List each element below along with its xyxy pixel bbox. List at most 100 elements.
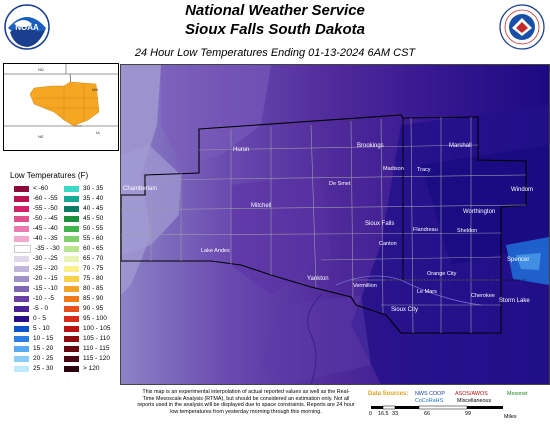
legend-entry: 115 - 120 (64, 354, 110, 364)
scale-tick: 99 (465, 411, 471, 417)
legend-label: -25 - -20 (33, 265, 58, 272)
city-label: Sioux City (391, 307, 419, 313)
legend-entry: -40 - -35 (14, 234, 60, 244)
legend-swatch (14, 256, 29, 262)
legend-label: 80 - 85 (83, 285, 104, 292)
data-source-nws-coop: NWS COOP (415, 391, 445, 397)
data-source-misc: Miscellaneous (457, 398, 492, 404)
city-label: De Smet (329, 181, 351, 187)
map-subtitle: 24 Hour Low Temperatures Ending 01-13-20… (134, 47, 416, 59)
legend-label: -15 - -10 (33, 285, 58, 292)
city-label: Worthington (463, 209, 496, 215)
legend-swatch (14, 236, 29, 242)
legend-entry: 10 - 15 (14, 334, 60, 344)
scale-tick: 16.5 (378, 411, 389, 417)
legend-title: Low Temperatures (F) (10, 171, 89, 180)
legend-swatch (64, 206, 79, 212)
scale-tick: 66 (424, 411, 430, 417)
legend-entry: -60 - -55 (14, 194, 60, 204)
legend-entry: > 120 (64, 364, 110, 374)
locator-inset-map: ND MN NE IA (3, 63, 119, 151)
legend-swatch (14, 346, 29, 352)
city-label: Lake Andes (201, 248, 230, 254)
legend-entry: -50 - -45 (14, 214, 60, 224)
legend-swatch (14, 196, 29, 202)
legend-label: -60 - -55 (33, 195, 58, 202)
legend-swatch (64, 366, 79, 372)
legend-entry: 85 - 90 (64, 294, 110, 304)
noaa-logo-icon: NOAA (4, 4, 50, 50)
legend-swatch (64, 276, 79, 282)
city-label: Windom (511, 187, 534, 193)
legend-label: 15 - 20 (33, 345, 54, 352)
city-label: Chamberlain (123, 186, 158, 192)
legend-entry: -55 - -50 (14, 204, 60, 214)
legend-entry: 30 - 35 (64, 184, 110, 194)
legend-column-1: < -60 -60 - -55 -55 - -50 -50 - -45 -45 - -4… (14, 184, 60, 374)
legend-entry: -25 - -20 (14, 264, 60, 274)
city-label: Marshall (449, 143, 472, 149)
city-label: Sheldon (457, 228, 478, 234)
legend-label: 115 - 120 (83, 355, 110, 362)
legend-label: 10 - 15 (33, 335, 54, 342)
legend-entry: < -60 (14, 184, 60, 194)
legend-entry: 90 - 95 (64, 304, 110, 314)
legend-swatch (64, 216, 79, 222)
data-source-asos-awos: ASOS/AWOS (455, 391, 488, 397)
legend-label: 45 - 50 (83, 215, 104, 222)
city-label: Madison (383, 166, 404, 172)
legend-swatch (64, 256, 79, 262)
city-label: Vermillion (353, 283, 377, 289)
legend-label: 55 - 60 (83, 235, 104, 242)
legend-swatch (14, 356, 29, 362)
city-label: Flandreau (413, 227, 438, 233)
legend-entry: 35 - 40 (64, 194, 110, 204)
legend-entry: -5 - 0 (14, 304, 60, 314)
legend-entry: -45 - -40 (14, 224, 60, 234)
legend-swatch (14, 245, 31, 253)
legend-entry: 70 - 75 (64, 264, 110, 274)
data-source-cocorahs: CoCoRaHS (415, 398, 444, 404)
legend-swatch (14, 296, 29, 302)
legend-swatch (64, 356, 79, 362)
legend-swatch (14, 226, 29, 232)
city-label: Huron (233, 147, 250, 153)
legend-swatch (64, 236, 79, 242)
legend-label: 100 - 105 (83, 325, 111, 332)
legend-swatch (64, 246, 79, 252)
legend-swatch (14, 276, 29, 282)
legend-label: -30 - -25 (33, 255, 58, 262)
legend-entry: 55 - 60 (64, 234, 110, 244)
legend-entry: 5 - 10 (14, 324, 60, 334)
legend-label: 20 - 25 (33, 355, 54, 362)
legend-entry: 25 - 30 (14, 364, 60, 374)
legend-label: 85 - 90 (83, 295, 104, 302)
legend-entry: 75 - 80 (64, 274, 110, 284)
legend-entry: 45 - 50 (64, 214, 110, 224)
legend-swatch (14, 306, 29, 312)
legend-entry: 100 - 105 (64, 324, 110, 334)
city-label: Mitchell (251, 203, 272, 209)
temperature-map: Huron Brookings Marshall Chamberlain Mit… (120, 64, 550, 385)
legend-swatch (64, 316, 79, 322)
legend-swatch (14, 326, 29, 332)
inset-label-ne: NE (38, 134, 44, 139)
legend-label: 40 - 45 (83, 205, 104, 212)
scale-tick: 33 (392, 411, 398, 417)
legend-swatch (14, 206, 29, 212)
city-label: Cherokee (471, 293, 495, 299)
legend-swatch (14, 266, 29, 272)
legend-swatch (64, 286, 79, 292)
data-sources-label: Data Sources: (368, 391, 409, 397)
legend-label: 5 - 10 (33, 325, 50, 332)
legend-entry: 50 - 55 (64, 224, 110, 234)
city-label: Orange City (427, 271, 457, 277)
legend-label: 25 - 30 (33, 365, 54, 372)
legend-label: 0 - 5 (33, 315, 47, 322)
legend-label: < -60 (33, 185, 48, 192)
legend-entry: 60 - 65 (64, 244, 110, 254)
legend-swatch (64, 346, 79, 352)
legend-entry: 65 - 70 (64, 254, 110, 264)
city-label: Le Mars (417, 289, 437, 295)
inset-label-nd: ND (38, 67, 44, 72)
